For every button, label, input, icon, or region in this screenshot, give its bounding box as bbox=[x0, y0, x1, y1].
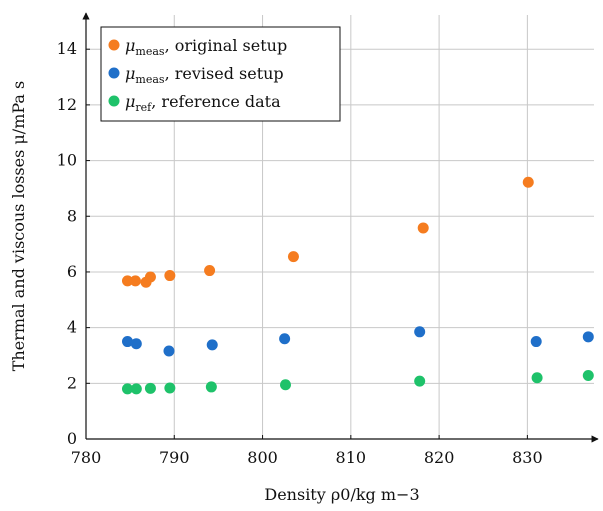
data-point-series-1 bbox=[287, 251, 299, 263]
x-tick-label: 820 bbox=[424, 448, 455, 467]
y-tick-label: 4 bbox=[67, 318, 77, 337]
x-axis-label: Density ρ0/kg m−3 bbox=[264, 485, 419, 504]
data-point-series-2 bbox=[206, 339, 218, 351]
x-tick-label: 810 bbox=[336, 448, 367, 467]
data-point-series-3 bbox=[130, 383, 142, 395]
data-point-series-2 bbox=[121, 336, 133, 348]
legend-entry: μmeas, original setup bbox=[125, 36, 287, 58]
x-tick-label: 790 bbox=[159, 448, 190, 467]
legend: μmeas, original setup μmeas, revised setu… bbox=[100, 26, 341, 122]
data-point-series-1 bbox=[204, 265, 216, 277]
data-point-series-3 bbox=[582, 370, 594, 382]
data-point-series-3 bbox=[144, 382, 156, 394]
data-point-series-1 bbox=[144, 271, 156, 283]
legend-marker bbox=[108, 67, 120, 79]
legend-marker bbox=[108, 39, 120, 51]
y-axis-label: Thermal and viscous losses μ/mPa s bbox=[9, 81, 28, 372]
data-point-series-3 bbox=[531, 372, 543, 384]
y-tick-label: 6 bbox=[67, 262, 77, 281]
y-tick-label: 12 bbox=[57, 95, 77, 114]
data-point-series-3 bbox=[164, 382, 176, 394]
data-point-series-2 bbox=[163, 345, 175, 357]
legend-entry: μmeas, revised setup bbox=[125, 64, 284, 86]
data-point-series-3 bbox=[205, 381, 217, 393]
y-tick-label: 10 bbox=[57, 151, 77, 170]
data-point-series-2 bbox=[530, 336, 542, 348]
x-tick-label: 780 bbox=[71, 448, 102, 467]
legend-box bbox=[100, 26, 341, 122]
data-point-series-2 bbox=[130, 338, 142, 350]
data-point-series-2 bbox=[279, 333, 291, 345]
data-point-series-1 bbox=[522, 176, 534, 188]
y-tick-label: 8 bbox=[67, 206, 77, 225]
data-point-series-1 bbox=[129, 275, 141, 287]
x-tick-label: 830 bbox=[512, 448, 543, 467]
axes bbox=[82, 12, 599, 443]
y-tick-label: 2 bbox=[67, 373, 77, 392]
data-point-series-3 bbox=[414, 375, 426, 387]
y-tick-label: 14 bbox=[57, 39, 77, 58]
data-point-series-2 bbox=[582, 331, 594, 343]
legend-marker bbox=[108, 95, 120, 107]
data-point-series-3 bbox=[280, 379, 292, 391]
legend-entry: μref, reference data bbox=[125, 92, 281, 114]
data-point-series-2 bbox=[414, 326, 426, 338]
data-point-series-1 bbox=[417, 222, 429, 234]
data-point-series-1 bbox=[121, 275, 133, 287]
data-point-series-1 bbox=[164, 270, 176, 282]
y-tick-label: 0 bbox=[67, 429, 77, 448]
data-point-series-3 bbox=[121, 383, 133, 395]
x-tick-label: 800 bbox=[247, 448, 278, 467]
data-points bbox=[121, 176, 594, 395]
